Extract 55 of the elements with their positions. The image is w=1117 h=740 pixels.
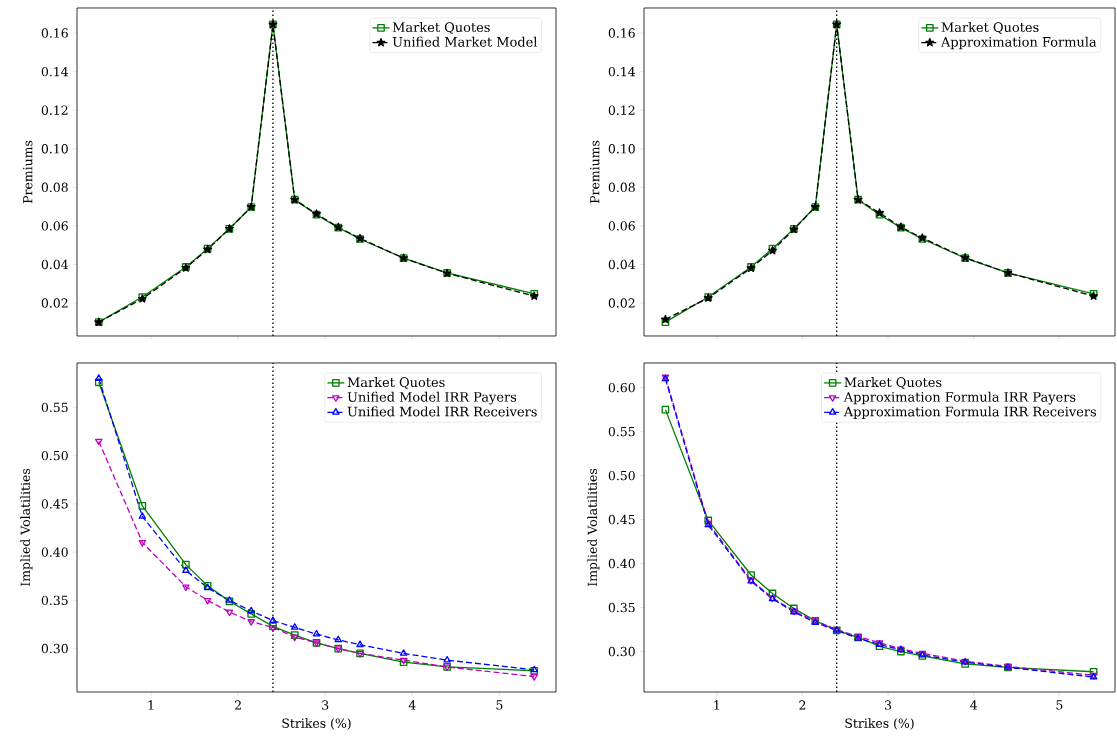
x-tick-label: 1 (148, 700, 154, 710)
y-tick-label: 0.14 (41, 66, 69, 77)
legend-label: Market Quotes (844, 377, 942, 389)
y-tick-label: 0.50 (41, 450, 68, 461)
legend-label: Market Quotes (347, 377, 445, 389)
legend-label: Approximation Formula IRR Payers (843, 391, 1076, 405)
y-axis-title: Implied Volatilities (20, 468, 33, 587)
y-tick-label: 0.14 (608, 66, 636, 77)
x-tick-label: 1 (714, 700, 719, 710)
y-tick-label: 0.30 (41, 643, 68, 654)
y-tick-label: 0.08 (41, 182, 68, 193)
legend-label: Unified Model IRR Payers (347, 391, 517, 405)
y-tick-label: 0.35 (41, 595, 68, 606)
legend-label: Unified Model IRR Receivers (347, 406, 537, 417)
y-tick-label: 0.02 (41, 298, 68, 308)
x-axis-title: Strikes (%) (282, 718, 351, 730)
y-tick-label: 0.12 (41, 105, 68, 115)
y-tick-label: 0.55 (41, 402, 68, 413)
x-tick-label: 4 (970, 700, 978, 710)
y-tick-label: 0.06 (41, 221, 68, 231)
x-tick-label: 5 (496, 700, 503, 710)
y-tick-label: 0.30 (608, 646, 635, 657)
y-tick-label: 0.16 (608, 28, 635, 38)
y-tick-label: 0.06 (608, 221, 635, 231)
legend-label: Market Quotes (392, 22, 490, 34)
y-tick-label: 0.55 (608, 426, 635, 437)
x-tick-label: 2 (235, 700, 241, 710)
legend-label: Approximation Formula IRR Receivers (843, 406, 1097, 419)
y-tick-label: 0.10 (608, 144, 635, 154)
x-tick-label: 3 (885, 700, 892, 710)
legend-label: Market Quotes (941, 22, 1039, 34)
y-tick-label: 0.16 (41, 28, 68, 38)
y-axis-title: Premiums (23, 140, 33, 204)
x-tick-label: 5 (1056, 700, 1063, 710)
x-tick-label: 3 (322, 700, 329, 710)
y-tick-label: 0.40 (608, 558, 635, 569)
y-tick-label: 0.45 (608, 514, 635, 525)
legend-label: Unified Market Model (392, 36, 538, 47)
y-axis-title: Implied Volatilities (587, 468, 600, 587)
x-axis-title: Strikes (%) (845, 718, 914, 730)
y-tick-label: 0.04 (608, 259, 636, 270)
y-tick-label: 0.50 (608, 470, 635, 481)
legend-label: Approximation Formula (940, 36, 1097, 50)
x-tick-label: 4 (408, 700, 416, 710)
y-axis-title: Premiums (590, 140, 600, 204)
y-tick-label: 0.40 (41, 547, 68, 557)
y-tick-label: 0.02 (608, 298, 635, 308)
y-tick-label: 0.04 (41, 259, 69, 270)
x-tick-label: 2 (799, 700, 806, 710)
y-tick-label: 0.35 (608, 602, 635, 613)
y-tick-label: 0.10 (41, 144, 68, 154)
y-tick-label: 0.45 (41, 499, 68, 509)
y-tick-label: 0.60 (608, 382, 635, 393)
y-tick-label: 0.08 (608, 182, 635, 193)
y-tick-label: 0.12 (608, 105, 635, 115)
